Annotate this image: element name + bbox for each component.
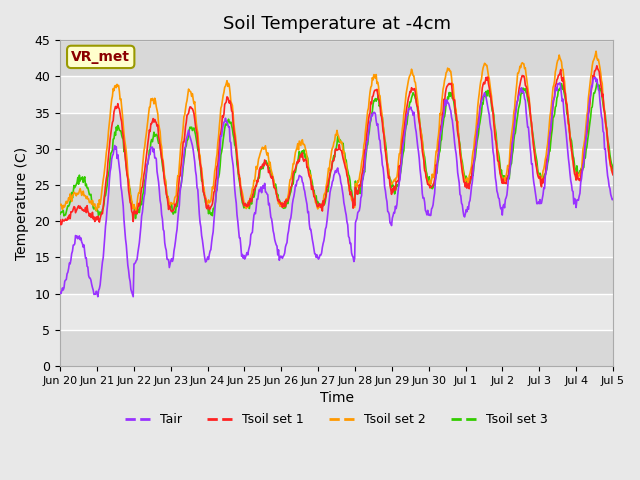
Text: VR_met: VR_met [71, 50, 130, 64]
Bar [60, 330, 613, 366]
Bar [60, 40, 613, 76]
Bar [60, 112, 613, 149]
Legend: Tair, Tsoil set 1, Tsoil set 2, Tsoil set 3: Tair, Tsoil set 1, Tsoil set 2, Tsoil se… [120, 408, 553, 432]
Bar [60, 149, 613, 185]
Bar [60, 257, 613, 294]
X-axis label: Time: Time [319, 391, 353, 405]
Bar [60, 221, 613, 257]
Y-axis label: Temperature (C): Temperature (C) [15, 146, 29, 260]
Bar [60, 294, 613, 330]
Title: Soil Temperature at -4cm: Soil Temperature at -4cm [223, 15, 451, 33]
Bar [60, 185, 613, 221]
Bar [60, 76, 613, 112]
